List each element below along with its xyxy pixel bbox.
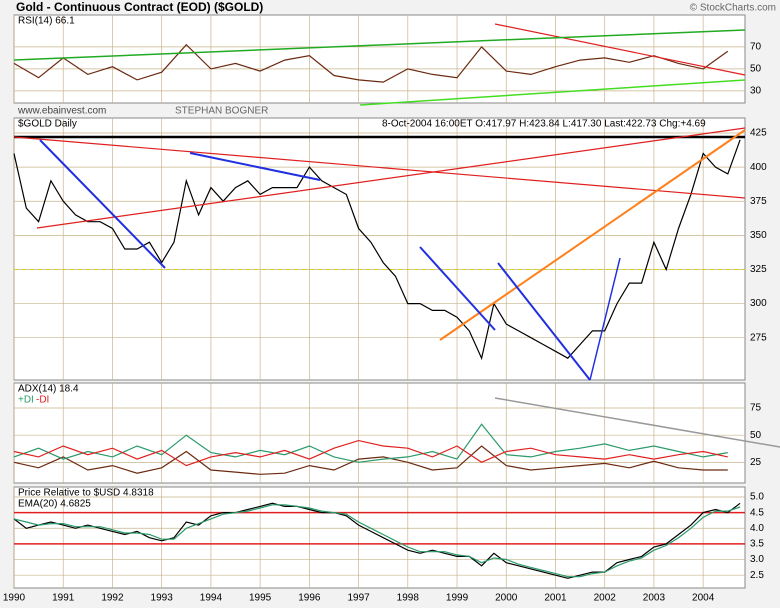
panel-frame — [13, 382, 746, 484]
y-tick-label: 30 — [750, 86, 762, 97]
x-tick-label: 1994 — [200, 593, 223, 604]
y-tick-label: 300 — [750, 298, 767, 309]
y-tick-label: 400 — [750, 162, 767, 173]
x-tick-label: 1990 — [3, 593, 26, 604]
trend-line — [189, 152, 321, 181]
trend-line — [494, 397, 780, 448]
trend-line — [13, 136, 746, 199]
x-tick-label: 2004 — [692, 593, 715, 604]
y-tick-label: 425 — [750, 128, 767, 139]
legend-entry: RSI(14) 66.1 — [18, 16, 75, 27]
y-tick-label: 375 — [750, 196, 767, 207]
legend-entry: EMA(20) 4.6825 — [18, 499, 91, 510]
series-line — [13, 504, 741, 578]
x-tick-label: 1991 — [52, 593, 75, 604]
y-tick-label: 3.5 — [750, 539, 764, 550]
series-line — [13, 439, 728, 467]
y-tick-label: 3.0 — [750, 554, 764, 565]
y-tick-label: 70 — [750, 42, 762, 53]
x-tick-label: 1997 — [347, 593, 370, 604]
trend-line — [494, 23, 746, 76]
page-title: Gold - Continuous Contract (EOD) ($GOLD) — [16, 0, 263, 14]
y-tick-label: 75 — [750, 403, 762, 414]
x-tick-label: 1995 — [249, 593, 272, 604]
y-tick-label: 350 — [750, 230, 767, 241]
y-tick-label: 275 — [750, 332, 767, 343]
y-tick-label: 4.0 — [750, 523, 764, 534]
legend-entry: -DI — [36, 395, 49, 406]
panels: 70 50 30 RSI(14) 66.1 425 400 375 350 325 300 275 $… — [3, 14, 780, 604]
trend-line — [39, 139, 166, 269]
trend-line — [13, 29, 746, 61]
trend-line — [589, 257, 621, 381]
panel-frame — [13, 117, 746, 381]
series-line — [13, 445, 728, 475]
trend-line — [359, 79, 746, 106]
x-tick-label: 2001 — [544, 593, 567, 604]
y-tick-label: 50 — [750, 430, 762, 441]
series-line — [13, 423, 728, 463]
series-line — [13, 502, 741, 579]
x-tick-label: 1999 — [446, 593, 469, 604]
watermark: www.ebainvest.com — [17, 106, 106, 117]
chart-subtitle: 8-Oct-2004 16:00ET O:417.97 H:423.84 L:4… — [382, 119, 706, 130]
x-tick-label: 1992 — [101, 593, 124, 604]
panel-frame — [13, 14, 746, 104]
y-tick-label: 2.5 — [750, 570, 764, 581]
credit: © StockCharts.com — [690, 3, 776, 14]
series-line — [13, 139, 741, 361]
x-tick-label: 1998 — [397, 593, 420, 604]
trend-line — [36, 127, 746, 229]
x-tick-label: 2002 — [594, 593, 617, 604]
y-tick-label: 325 — [750, 264, 767, 275]
y-tick-label: 25 — [750, 457, 762, 468]
x-tick-label: 2000 — [495, 593, 518, 604]
legend-entry: ADX(14) 18.4 — [18, 384, 79, 395]
x-tick-label: 1993 — [151, 593, 174, 604]
y-tick-label: 50 — [750, 64, 762, 75]
trend-line — [419, 246, 496, 331]
panel-frame — [13, 486, 746, 589]
trend-line — [497, 262, 591, 381]
author: STEPHAN BOGNER — [175, 106, 268, 117]
x-tick-label: 2003 — [643, 593, 666, 604]
x-tick-label: 1996 — [298, 593, 321, 604]
y-tick-label: 5.0 — [750, 492, 764, 503]
trend-line — [439, 129, 746, 341]
series-line — [13, 43, 729, 83]
legend-entry: +DI — [18, 395, 34, 406]
y-tick-label: 4.5 — [750, 507, 764, 518]
legend-entry: Price Relative to $USD 4.8318 — [18, 488, 154, 499]
chart-title: $GOLD Daily — [18, 119, 77, 130]
